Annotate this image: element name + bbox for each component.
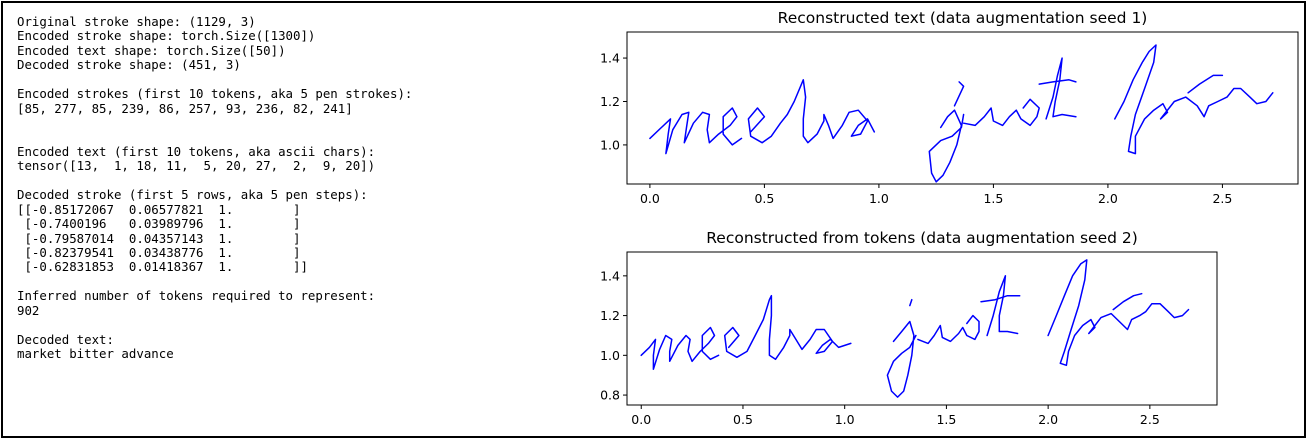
y-tick-label: 1.2 <box>600 94 620 109</box>
console-line: Original stroke shape: (1129, 3) <box>17 14 256 29</box>
console-line: Decoded stroke (first 5 rows, aka 5 pen … <box>17 187 368 203</box>
x-tick-label: 0.0 <box>631 412 651 427</box>
stroke-line <box>962 98 1040 127</box>
console-line: Decoded stroke shape: (451, 3) <box>17 57 241 73</box>
x-tick-label: 1.5 <box>936 412 956 427</box>
stroke-line <box>723 294 852 361</box>
console-line: market bitter advance <box>17 346 174 362</box>
console-line: Decoded text: <box>17 331 114 347</box>
x-tick-label: 2.5 <box>1140 412 1160 427</box>
x-tick-label: 2.5 <box>1212 191 1232 206</box>
console-line: Encoded stroke shape: torch.Size([1300]) <box>17 28 316 44</box>
stroke-line <box>1187 74 1224 94</box>
stroke-line <box>980 294 1021 303</box>
console-line: [-0.62831853 0.01418367 1. ]] <box>17 259 308 275</box>
stroke-line <box>917 314 980 345</box>
x-tick-label: 0.0 <box>640 191 660 206</box>
x-tick-label: 1.0 <box>869 191 889 206</box>
console-line: [[-0.85172067 0.06577821 1. ] <box>17 201 301 217</box>
stroke-line <box>649 107 743 155</box>
axes-frame <box>626 251 1218 406</box>
y-tick-label: 1.0 <box>600 348 620 363</box>
y-tick-label: 1.4 <box>600 268 620 283</box>
chart-title: Reconstructed text (data augmentation se… <box>778 9 1148 27</box>
y-tick-label: 0.8 <box>600 388 620 403</box>
stroke-line <box>953 81 965 107</box>
y-tick-label: 1.4 <box>600 51 620 66</box>
console-line: Encoded strokes (first 10 tokens, aka 5 … <box>17 86 413 102</box>
console-line: 902 <box>17 302 40 318</box>
x-tick-label: 0.5 <box>754 191 774 206</box>
stroke-line <box>1047 259 1190 367</box>
stroke-line <box>1038 79 1077 85</box>
console-line: tensor([13, 1, 18, 11, 5, 20, 27, 2, 9, … <box>17 158 376 174</box>
axes-frame <box>626 31 1299 185</box>
x-tick-label: 0.5 <box>733 412 753 427</box>
stroke-line <box>986 275 1019 337</box>
x-tick-label: 2.0 <box>1098 191 1118 206</box>
console-output: Original stroke shape: (1129, 3) Encoded … <box>17 14 577 362</box>
stroke-line <box>928 109 965 183</box>
console-line: [-0.7400196 0.03989796 1. ] <box>17 216 301 232</box>
x-tick-label: 1.5 <box>983 191 1003 206</box>
stroke-line <box>886 320 917 398</box>
console-line: [85, 277, 85, 239, 86, 257, 93, 236, 82,… <box>17 100 353 116</box>
stroke-line <box>640 326 720 370</box>
console-line: Encoded text (first 10 tokens, aka ascii… <box>17 143 376 159</box>
console-line: [-0.82379541 0.03438776 1. ] <box>17 245 301 260</box>
x-tick-label: 2.0 <box>1038 412 1058 427</box>
console-line: Encoded text shape: torch.Size([50]) <box>17 42 286 58</box>
stroke-line <box>1114 44 1274 155</box>
console-line: [-0.79587014 0.04357143 1. ] <box>17 230 301 246</box>
chart-1: Reconstructed text (data augmentation se… <box>600 9 1299 206</box>
x-tick-label: 1.0 <box>835 412 855 427</box>
console-line: Inferred number of tokens required to re… <box>17 288 376 304</box>
stroke-line <box>1112 292 1143 311</box>
chart-title: Reconstructed from tokens (data augmenta… <box>706 229 1138 247</box>
stroke-line <box>1045 57 1077 120</box>
stroke-line <box>909 298 913 307</box>
y-tick-label: 1.0 <box>600 137 620 152</box>
stroke-line <box>747 79 876 144</box>
chart-2: Reconstructed from tokens (data augmenta… <box>600 229 1218 427</box>
y-tick-label: 1.2 <box>600 308 620 323</box>
